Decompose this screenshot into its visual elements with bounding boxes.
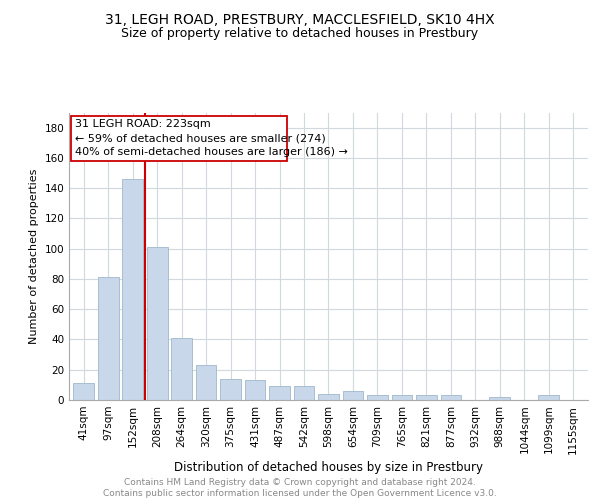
Bar bbox=[293, 386, 314, 400]
Bar bbox=[392, 396, 412, 400]
Y-axis label: Number of detached properties: Number of detached properties bbox=[29, 168, 39, 344]
Bar bbox=[122, 179, 143, 400]
Bar bbox=[196, 365, 217, 400]
Bar bbox=[490, 397, 510, 400]
Bar bbox=[318, 394, 339, 400]
Bar bbox=[440, 396, 461, 400]
Bar bbox=[269, 386, 290, 400]
X-axis label: Distribution of detached houses by size in Prestbury: Distribution of detached houses by size … bbox=[174, 460, 483, 473]
Text: 31, LEGH ROAD, PRESTBURY, MACCLESFIELD, SK10 4HX: 31, LEGH ROAD, PRESTBURY, MACCLESFIELD, … bbox=[105, 12, 495, 26]
Text: Size of property relative to detached houses in Prestbury: Size of property relative to detached ho… bbox=[121, 28, 479, 40]
Text: Contains HM Land Registry data © Crown copyright and database right 2024.
Contai: Contains HM Land Registry data © Crown c… bbox=[103, 478, 497, 498]
Bar bbox=[147, 247, 167, 400]
Bar bbox=[538, 396, 559, 400]
Bar bbox=[343, 391, 364, 400]
Bar bbox=[367, 396, 388, 400]
Text: 31 LEGH ROAD: 223sqm
← 59% of detached houses are smaller (274)
40% of semi-deta: 31 LEGH ROAD: 223sqm ← 59% of detached h… bbox=[75, 119, 348, 157]
Bar bbox=[171, 338, 192, 400]
Bar bbox=[73, 384, 94, 400]
Bar bbox=[98, 278, 119, 400]
Bar bbox=[220, 379, 241, 400]
FancyBboxPatch shape bbox=[71, 116, 287, 161]
Bar bbox=[245, 380, 265, 400]
Bar bbox=[416, 396, 437, 400]
